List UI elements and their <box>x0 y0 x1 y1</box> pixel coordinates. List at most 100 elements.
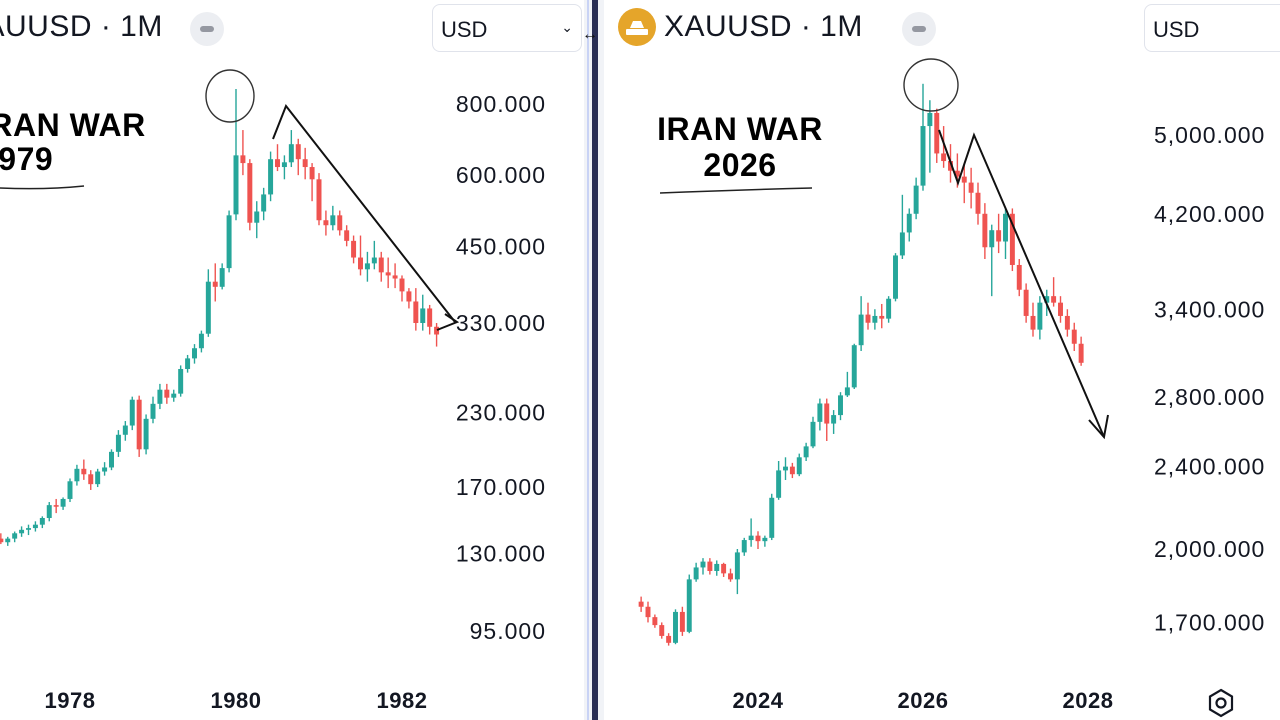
candle[interactable] <box>906 208 912 242</box>
candle[interactable] <box>1037 296 1043 340</box>
symbol-title[interactable]: XAUUSD · 1M <box>0 10 163 43</box>
candle[interactable] <box>122 421 128 441</box>
candle[interactable] <box>413 288 419 331</box>
candle[interactable] <box>164 383 170 404</box>
candle[interactable] <box>879 303 885 329</box>
candle[interactable] <box>406 288 412 309</box>
candle[interactable] <box>1058 296 1063 323</box>
candle[interactable] <box>1023 283 1029 323</box>
candle[interactable] <box>254 201 260 239</box>
candle[interactable] <box>67 478 73 503</box>
candle[interactable] <box>102 462 108 476</box>
candle[interactable] <box>344 225 350 247</box>
left-chart-pane[interactable]: XAUUSD · 1M USD ⌄ 800.000 600.000 450.000 3… <box>0 0 584 720</box>
candle[interactable] <box>143 414 149 455</box>
candle[interactable] <box>762 535 768 547</box>
collapse-legend-button[interactable] <box>190 12 224 46</box>
candle[interactable] <box>734 549 740 595</box>
candle[interactable] <box>982 203 988 259</box>
symbol-title[interactable]: XAUUSD · 1M <box>664 10 863 43</box>
currency-select[interactable]: USD ⌄ <box>432 4 582 52</box>
candle[interactable] <box>136 395 142 457</box>
candle[interactable] <box>645 601 651 623</box>
candle[interactable] <box>358 235 363 276</box>
candle[interactable] <box>920 83 926 191</box>
candle[interactable] <box>1003 208 1008 259</box>
candle[interactable] <box>996 213 1002 254</box>
candle[interactable] <box>659 622 665 639</box>
candle[interactable] <box>783 457 788 480</box>
candle[interactable] <box>39 516 45 529</box>
candle[interactable] <box>81 459 87 480</box>
candle[interactable] <box>323 210 329 236</box>
candle[interactable] <box>1078 336 1084 366</box>
candle[interactable] <box>652 614 658 628</box>
candle[interactable] <box>721 562 727 577</box>
candle[interactable] <box>886 296 892 323</box>
candle[interactable] <box>420 294 426 331</box>
candle[interactable] <box>378 251 384 282</box>
candle[interactable] <box>364 251 370 282</box>
candle[interactable] <box>673 609 678 645</box>
candle[interactable] <box>240 130 246 176</box>
candle[interactable] <box>309 163 315 202</box>
candlestick-chart-1979[interactable]: 800.000 600.000 450.000 330.000 230.000 170.0… <box>0 0 584 720</box>
candle[interactable] <box>268 151 274 202</box>
right-chart-pane[interactable]: XAUUSD · 1M USD 5,000.000 4,200.000 3,400.… <box>604 0 1280 720</box>
candle[interactable] <box>865 302 871 330</box>
candle[interactable] <box>1064 309 1070 337</box>
candle[interactable] <box>961 162 967 204</box>
candle[interactable] <box>337 210 343 236</box>
candle[interactable] <box>427 304 433 335</box>
candle[interactable] <box>913 177 919 220</box>
candle[interactable] <box>46 502 52 522</box>
candle[interactable] <box>5 536 11 546</box>
candle[interactable] <box>844 371 850 397</box>
candle[interactable] <box>748 518 754 547</box>
candle[interactable] <box>851 343 857 389</box>
candle[interactable] <box>700 558 706 575</box>
candle[interactable] <box>95 468 101 488</box>
candle[interactable] <box>714 560 720 576</box>
candle[interactable] <box>934 108 940 163</box>
resize-arrows-icon[interactable]: ↔ <box>582 26 598 43</box>
collapse-legend-button[interactable] <box>902 12 936 46</box>
candle[interactable] <box>666 633 672 646</box>
candle[interactable] <box>178 365 184 397</box>
candle[interactable] <box>769 493 775 541</box>
splitter-bar[interactable] <box>592 0 598 720</box>
candle[interactable] <box>796 453 802 477</box>
candle[interactable] <box>88 470 94 490</box>
candle[interactable] <box>330 205 336 231</box>
pane-splitter[interactable]: ↔ <box>582 0 604 720</box>
candlestick-chart-2026[interactable]: 5,000.000 4,200.000 3,400.000 2,800.000 2,40… <box>604 0 1280 720</box>
candle[interactable] <box>1071 322 1077 351</box>
candle[interactable] <box>0 533 4 545</box>
candle[interactable] <box>19 526 25 537</box>
candle[interactable] <box>817 398 823 431</box>
candle[interactable] <box>198 330 204 353</box>
candle[interactable] <box>693 562 699 582</box>
candle[interactable] <box>707 558 713 575</box>
candle[interactable] <box>109 449 114 471</box>
candle[interactable] <box>824 398 830 442</box>
candle[interactable] <box>295 138 301 176</box>
candle[interactable] <box>12 531 18 543</box>
candle[interactable] <box>638 596 644 612</box>
candle[interactable] <box>115 430 121 457</box>
candle[interactable] <box>192 344 197 364</box>
candle[interactable] <box>74 464 80 486</box>
candle[interactable] <box>975 182 981 225</box>
candle[interactable] <box>157 383 163 410</box>
candle[interactable] <box>150 396 156 424</box>
candle[interactable] <box>212 263 218 302</box>
candle[interactable] <box>686 574 692 634</box>
candle[interactable] <box>679 606 685 636</box>
candle[interactable] <box>789 462 795 479</box>
candle[interactable] <box>392 263 398 289</box>
candle[interactable] <box>385 257 391 289</box>
candle[interactable] <box>371 240 377 270</box>
candle[interactable] <box>434 323 440 347</box>
candle[interactable] <box>776 461 782 500</box>
candle[interactable] <box>728 568 733 582</box>
